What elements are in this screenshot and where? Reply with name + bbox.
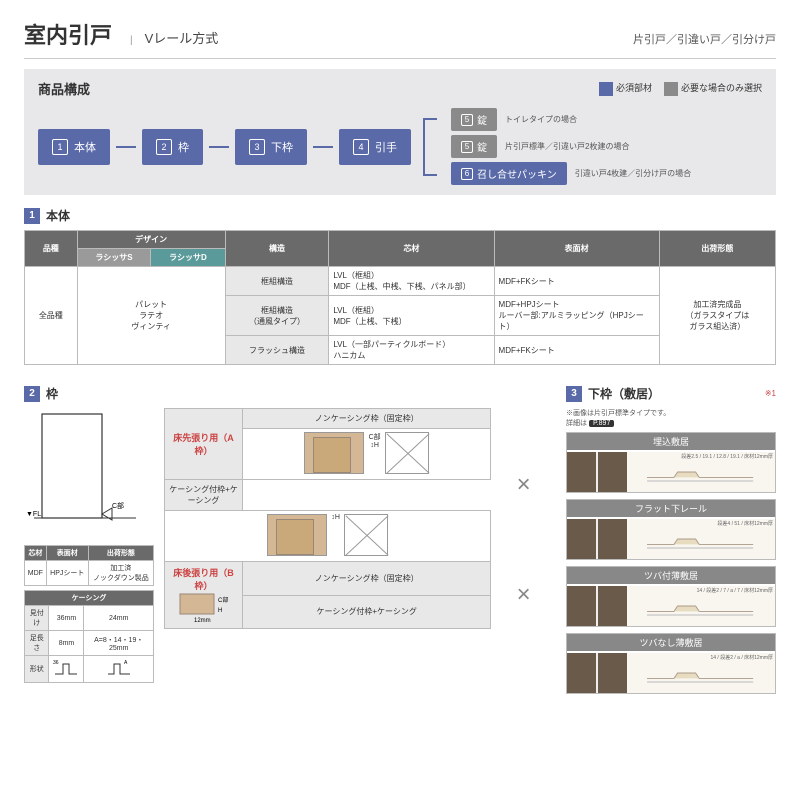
- sill-title: フラット下レール: [567, 500, 775, 517]
- legend-swatch-required: [599, 82, 613, 96]
- legend: 必須部材 必要な場合のみ選択: [599, 81, 762, 96]
- sill-dimension-diagram: 段差4 / 51 / 床材12mm厚: [627, 519, 775, 559]
- frame-material-table: 芯材表面材出荷形態 MDFHPJシート加工済 ノックダウン製品: [24, 545, 154, 586]
- svg-text:H: H: [218, 608, 222, 614]
- casing-profile-icon: A: [104, 658, 134, 678]
- sill-title: ツバ付薄敷居: [567, 567, 775, 584]
- sill-photo: [567, 653, 627, 693]
- flow-opt-1: 5錠: [451, 108, 497, 131]
- section-1-header: 1 本体: [24, 207, 776, 224]
- sill-title: ツバなし薄敷居: [567, 634, 775, 651]
- sill-dimension-diagram: 14 / 段差2 / a / 床材12mm厚: [627, 653, 775, 693]
- label-a-frame: 床先張り用（A枠）: [173, 433, 234, 456]
- section-diagram: [344, 514, 388, 556]
- legend-swatch-optional: [664, 82, 678, 96]
- page-ref-tag: P.897: [589, 420, 614, 427]
- frame-type-table: 床先張り用（A枠） ノンケーシング枠（固定枠） × C部↕H ケーシング付枠+ケ…: [164, 408, 556, 629]
- sill-photo: [567, 586, 627, 626]
- section-diagram: [385, 432, 429, 474]
- frame-diagram-left: ▼FL C部 芯材表面材出荷形態 MDFHPJシート加工済 ノックダウン製品 ケ…: [24, 408, 154, 683]
- flow-step-2: 2枠: [142, 129, 203, 165]
- page-header: 室内引戸 | Vレール方式 片引戸／引違い戸／引分け戸: [24, 18, 776, 59]
- b-frame-detail-icon: C部 H 12mm: [174, 592, 234, 622]
- composition-panel: 商品構成 必須部材 必要な場合のみ選択 1本体 2枠 3下枠 4引手 5錠トイレ…: [24, 69, 776, 195]
- casing-profile-icon: 36: [51, 658, 81, 678]
- sill-item: ツバなし薄敷居 14 / 段差2 / a / 床材12mm厚: [566, 633, 776, 694]
- page-title: 室内引戸: [24, 18, 112, 50]
- flow-step-3: 3下枠: [235, 129, 307, 165]
- footnote-mark: ※1: [765, 389, 776, 398]
- label-b-frame: 床後張り用（B枠）: [173, 568, 234, 591]
- body-spec-table: 品種 デザイン 構造 芯材 表面材 出荷形態 ラシッサSラシッサD 全品種 パレ…: [24, 230, 776, 365]
- door-outline-icon: ▼FL C部: [24, 408, 144, 538]
- casing-table: ケーシング 見付け36mm24mm 足長さ8mmA=8・14・19・25mm 形…: [24, 590, 154, 683]
- svg-text:36: 36: [53, 660, 59, 666]
- flow-diagram: 1本体 2枠 3下枠 4引手 5錠トイレタイプの場合 5錠片引戸標準／引違い戸2…: [38, 108, 762, 185]
- frame-thumb: [304, 432, 364, 474]
- compo-title: 商品構成: [38, 79, 90, 98]
- flow-opt-2: 5錠: [451, 135, 497, 158]
- svg-text:A: A: [124, 660, 128, 666]
- sill-photo: [567, 519, 627, 559]
- sill-item: フラット下レール 段差4 / 51 / 床材12mm厚: [566, 499, 776, 560]
- divider: |: [130, 35, 133, 46]
- svg-text:▼FL: ▼FL: [26, 511, 41, 518]
- svg-text:C部: C部: [112, 501, 124, 510]
- sill-photo: [567, 452, 627, 492]
- sill-item: 埋込敷居 段差2.5 / 19.1 / 12.8 / 19.1 / 床材12mm…: [566, 432, 776, 493]
- section-2-header: 2 枠: [24, 385, 556, 402]
- flow-opt-3: 6召し合せパッキン: [451, 162, 567, 185]
- svg-text:C部: C部: [218, 596, 228, 604]
- sill-item: ツバ付薄敷居 14 / 段差2 / 7 / a / 7 / 床材12mm厚: [566, 566, 776, 627]
- flow-step-4: 4引手: [339, 129, 411, 165]
- flow-step-1: 1本体: [38, 129, 110, 165]
- section-3-header: 3 下枠（敷居） ※1: [566, 385, 776, 402]
- svg-text:12mm: 12mm: [194, 618, 211, 622]
- cross-icon: ×: [511, 471, 537, 498]
- page-subtitle: Vレール方式: [145, 28, 219, 47]
- sill-dimension-diagram: 14 / 段差2 / 7 / a / 7 / 床材12mm厚: [627, 586, 775, 626]
- header-right: 片引戸／引違い戸／引分け戸: [633, 31, 776, 47]
- sill-dimension-diagram: 段差2.5 / 19.1 / 12.8 / 19.1 / 床材12mm厚: [627, 452, 775, 492]
- frame-thumb: [267, 514, 327, 556]
- cross-icon: ×: [511, 581, 537, 608]
- sill-note: ※画像は片引戸標準タイプです。 詳細は P.897: [566, 408, 776, 428]
- sill-title: 埋込敷居: [567, 433, 775, 450]
